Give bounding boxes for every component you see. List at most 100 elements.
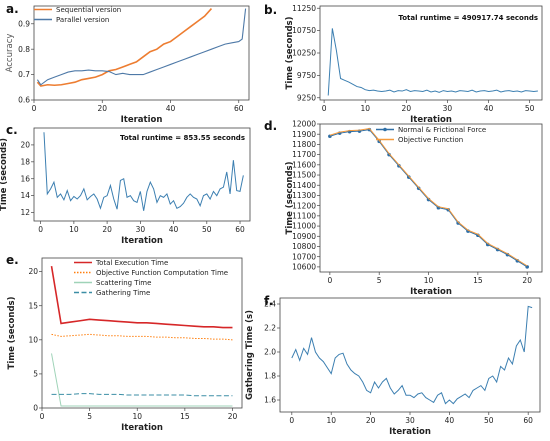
data-point (525, 265, 529, 269)
series-line-e-2 (51, 353, 233, 407)
x-tick-label: 50 (202, 225, 212, 234)
x-tick-label: 40 (484, 104, 494, 113)
series-line-b-0 (327, 28, 538, 96)
x-tick-label: 10 (69, 225, 79, 234)
panel-label-e: e. (6, 253, 19, 267)
series-line-e-1 (51, 333, 233, 341)
legend-entry: Normal & Frictional Force (398, 126, 486, 134)
x-axis-label: Iteration (410, 287, 452, 297)
panel-f: f. 0 10 20 30 40 50 60 1.6 1.8 2.0 2.2 2.4 Iteration G… (245, 294, 541, 437)
y-tick-label: 2.4 (264, 300, 276, 309)
panel-c: c. 0 10 20 30 40 50 60 12 14 16 18 20 Iteration Time (… (0, 123, 251, 246)
x-tick-label: 20 (366, 416, 376, 425)
legend-entry: Total Execution Time (95, 259, 168, 267)
legend-e: Total Execution Time Objective Function C… (74, 259, 228, 297)
x-tick-label: 50 (525, 104, 535, 113)
y-tick-label: 12000 (292, 120, 316, 129)
x-tick-label: 5 (87, 412, 92, 421)
legend-entry: Objective Function Computation Time (96, 269, 228, 277)
x-tick-label: 10 (424, 276, 434, 285)
y-tick-label: 0.7 (18, 70, 30, 79)
legend-d: Normal & Frictional Force Objective Funct… (376, 126, 486, 144)
y-tick-label: 16 (20, 174, 30, 183)
x-axis-label: Iteration (121, 423, 163, 433)
legend-entry: Gathering Time (96, 289, 150, 297)
y-axis-label: Gathering Time (s) (245, 310, 255, 400)
plot-frame-a (33, 5, 250, 101)
y-tick-label: 14 (20, 191, 30, 200)
x-tick-label: 30 (136, 225, 146, 234)
plot-frame-d (319, 123, 543, 273)
x-tick-label: 60 (235, 225, 245, 234)
y-axis-label: Time (seconds) (285, 161, 295, 234)
x-tick-label: 15 (473, 276, 483, 285)
y-tick-label: 11600 (292, 160, 316, 169)
series-line-e-3 (51, 393, 233, 397)
y-tick-label: 18 (20, 157, 30, 166)
x-tick-label: 10 (132, 412, 142, 421)
y-tick-label: 0 (33, 404, 38, 413)
x-tick-label: 15 (180, 412, 190, 421)
y-tick-label: 11700 (292, 150, 316, 159)
x-tick-label: 20 (402, 104, 412, 113)
y-tick-label: 20 (20, 141, 30, 150)
data-point (407, 175, 411, 179)
x-tick-label: 0 (327, 276, 332, 285)
y-tick-label: 11900 (292, 130, 316, 139)
y-tick-label: 1.8 (264, 372, 276, 381)
y-tick-label: 2.2 (264, 324, 276, 333)
x-tick-label: 50 (484, 416, 494, 425)
legend-entry: Scattering Time (96, 279, 151, 287)
legend-a: Sequential version Parallel version (34, 6, 121, 24)
y-tick-label: 10600 (292, 262, 316, 271)
x-axis-label: Iteration (121, 236, 163, 246)
panel-label-a: a. (6, 2, 19, 16)
legend-entry: Sequential version (56, 6, 121, 14)
x-tick-label: 5 (377, 276, 382, 285)
y-tick-label: 10250 (292, 49, 316, 58)
legend-entry: Parallel version (56, 16, 109, 24)
y-tick-label: 11200 (292, 201, 316, 210)
y-tick-label: 9250 (297, 93, 316, 102)
y-axis-label: Time (seconds) (285, 16, 295, 89)
x-axis-label: Iteration (410, 115, 452, 125)
panel-label-d: d. (264, 119, 277, 133)
y-tick-label: 15 (28, 301, 38, 310)
y-tick-label: 9750 (297, 71, 316, 80)
y-tick-label: 0.8 (18, 45, 30, 54)
y-tick-label: 20 (28, 267, 38, 276)
series-line-a-1 (36, 8, 247, 86)
x-tick-label: 10 (326, 416, 336, 425)
data-point (416, 186, 421, 191)
runtime-annotation: Total runtime = 490917.74 seconds (398, 14, 538, 22)
series-line-a-0 (36, 8, 213, 87)
panel-label-b: b. (264, 3, 277, 17)
y-tick-label: 1.6 (264, 396, 276, 405)
series-line-e-0 (50, 266, 233, 329)
y-tick-label: 12 (20, 208, 30, 217)
x-tick-label: 0 (38, 225, 43, 234)
y-axis-label: Accuracy (5, 34, 15, 73)
x-tick-label: 20 (102, 225, 112, 234)
panel-a: a. 0 20 40 60 0.6 0.7 0.8 0.9 Iteration Accuracy Se… (5, 2, 250, 125)
x-tick-label: 20 (228, 412, 238, 421)
y-tick-label: 10900 (292, 232, 316, 241)
y-tick-label: 2.0 (264, 348, 276, 357)
y-tick-label: 11800 (292, 140, 316, 149)
x-tick-label: 60 (523, 416, 533, 425)
x-tick-label: 0 (322, 104, 327, 113)
x-tick-label: 20 (97, 104, 107, 113)
y-axis-label: Time (seconds) (0, 138, 9, 211)
series-line-c-0 (43, 132, 244, 211)
plot-frame-e (41, 257, 243, 409)
y-tick-label: 11300 (292, 191, 316, 200)
panel-label-c: c. (6, 123, 18, 137)
x-tick-label: 30 (443, 104, 453, 113)
x-axis-label: Iteration (389, 427, 431, 437)
y-tick-label: 11000 (292, 222, 316, 231)
x-tick-label: 0 (32, 104, 37, 113)
legend-marker (383, 127, 387, 132)
y-tick-label: 11100 (292, 211, 316, 220)
x-tick-label: 60 (234, 104, 244, 113)
x-tick-label: 0 (289, 416, 294, 425)
